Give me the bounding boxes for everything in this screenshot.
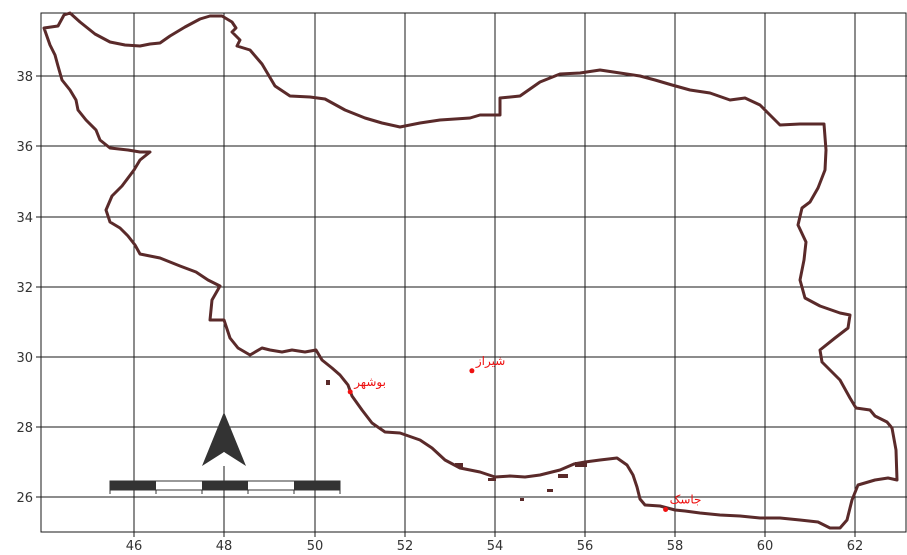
y-tick-label: 26 (16, 491, 33, 506)
x-tick-label: 60 (757, 539, 774, 554)
city-marker (347, 389, 353, 395)
x-tick-label: 48 (216, 539, 233, 554)
graticule (41, 13, 907, 532)
city-label: بوشهر (353, 375, 386, 390)
islands (326, 380, 587, 501)
y-tick-label: 32 (16, 281, 33, 296)
x-tick-label: 62 (847, 539, 864, 554)
x-tick-label: 56 (577, 539, 594, 554)
city-marker (663, 507, 669, 512)
x-tick-label: 46 (126, 539, 143, 554)
north-arrow-icon (202, 412, 246, 466)
y-tick-label: 36 (16, 140, 33, 155)
plot-area (41, 13, 907, 532)
city-marker (469, 368, 475, 374)
y-tick-label: 30 (16, 351, 33, 366)
x-tick-label: 58 (667, 539, 684, 554)
y-tick-label: 28 (16, 421, 33, 436)
x-tick-label: 52 (397, 539, 414, 554)
y-axis-labels: 38 36 34 32 30 28 26 (16, 70, 33, 506)
iran-border-outline (42, 11, 899, 530)
tick-marks (36, 75, 856, 537)
city-label: شیراز (475, 354, 505, 369)
city-label: جاسک (670, 493, 702, 507)
scale-bar-icon (109, 480, 341, 494)
city-layer: بوشهر شیراز جاسک (347, 354, 702, 512)
y-tick-label: 38 (16, 70, 33, 85)
x-tick-label: 50 (307, 539, 324, 554)
map-border-frame (40, 12, 907, 533)
x-tick-label: 54 (487, 539, 504, 554)
x-axis-labels: 46 48 50 52 54 56 58 60 62 (126, 539, 864, 554)
y-tick-label: 34 (16, 211, 33, 226)
